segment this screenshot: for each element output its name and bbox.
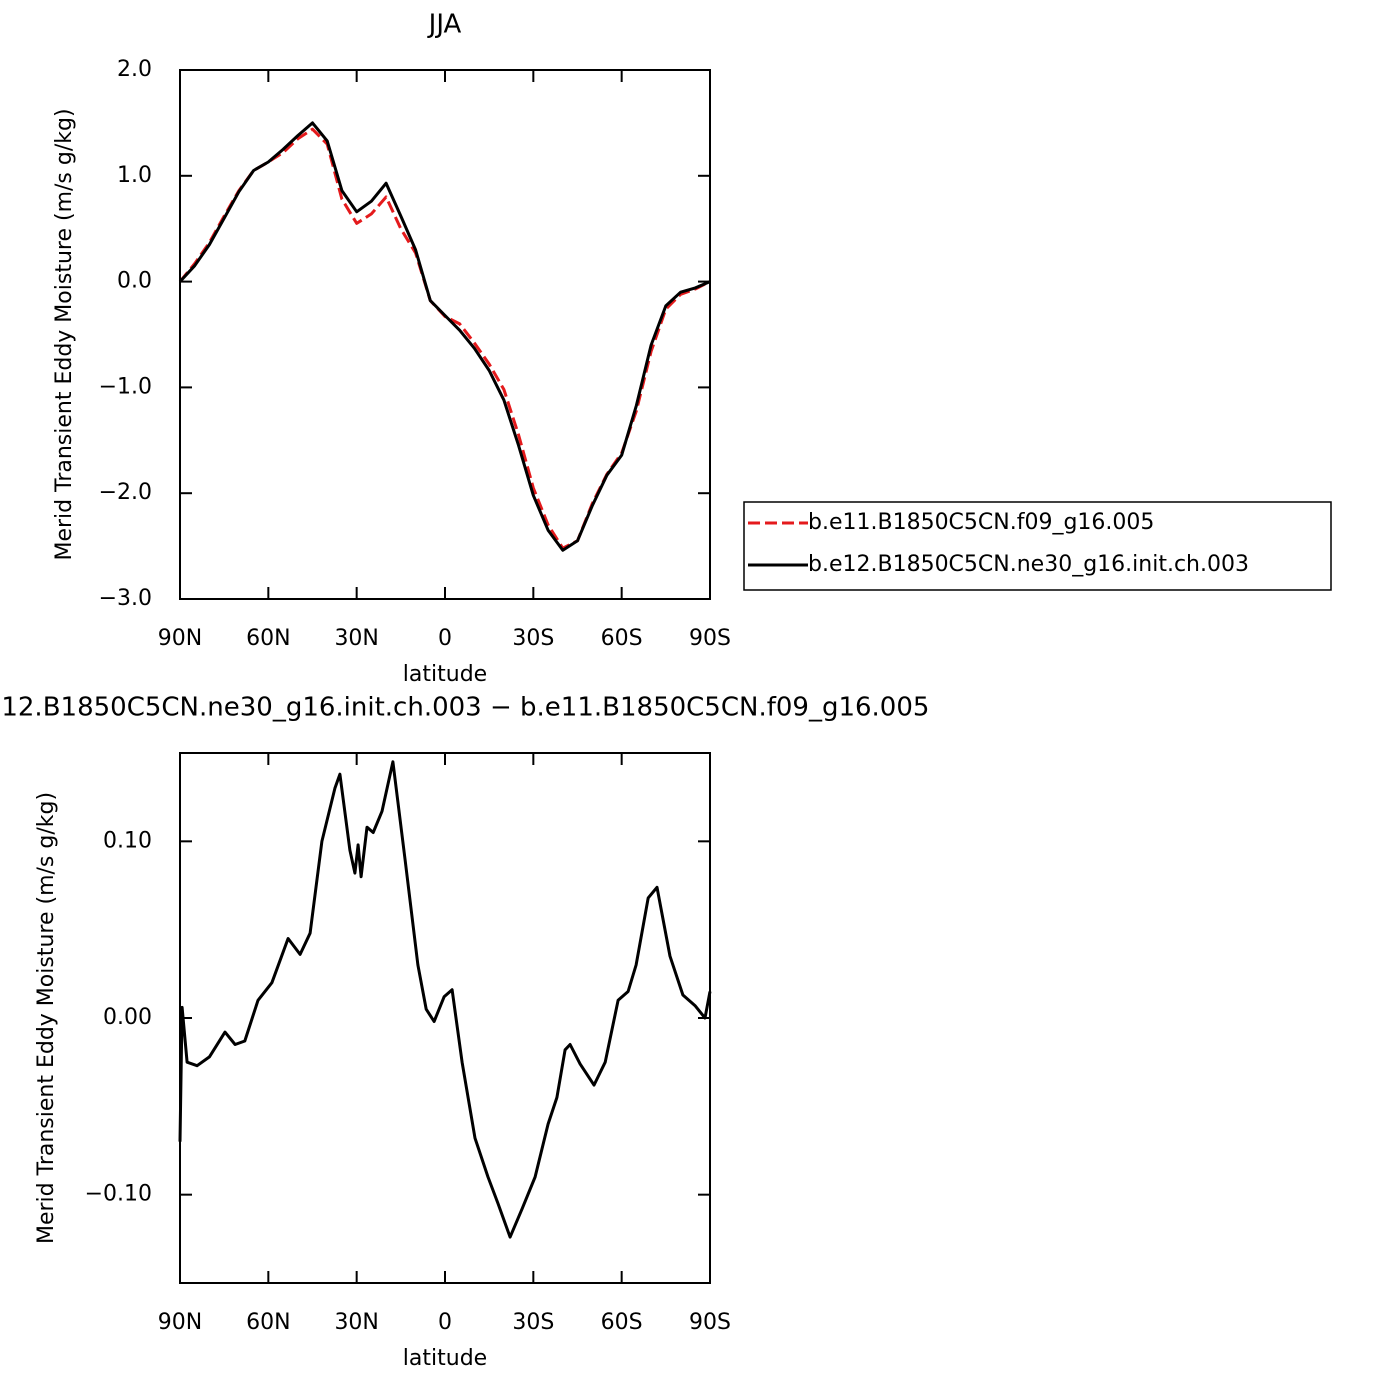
x-tick-label: 30N bbox=[334, 626, 378, 651]
legend-label: b.e12.B1850C5CN.ne30_g16.init.ch.003 bbox=[808, 552, 1249, 577]
legend-box bbox=[743, 501, 1332, 591]
x-tick-label: 90S bbox=[689, 626, 731, 651]
x-tick-label: 60S bbox=[601, 1310, 643, 1335]
x-tick-label: 60N bbox=[246, 1310, 290, 1335]
x-tick-label: 60S bbox=[601, 626, 643, 651]
y-tick-label: 0.0 bbox=[117, 269, 152, 294]
x-tick-label: 90N bbox=[158, 1310, 202, 1335]
y-tick-label: 2.0 bbox=[117, 57, 152, 82]
y-tick-label: −3.0 bbox=[99, 586, 152, 611]
y-axis-label: Merid Transient Eddy Moisture (m/s g/kg) bbox=[34, 792, 59, 1244]
plot-frame bbox=[179, 69, 711, 600]
x-tick-label: 60N bbox=[246, 626, 290, 651]
y-tick-label: −1.0 bbox=[99, 374, 152, 399]
x-tick-label: 30N bbox=[334, 1310, 378, 1335]
y-axis-label: Merid Transient Eddy Moisture (m/s g/kg) bbox=[52, 108, 77, 560]
y-tick-label: −0.10 bbox=[85, 1182, 152, 1207]
legend-label: b.e11.B1850C5CN.f09_g16.005 bbox=[808, 510, 1154, 535]
y-tick-label: 0.10 bbox=[103, 828, 152, 853]
x-tick-label: 30S bbox=[512, 626, 554, 651]
y-tick-label: 0.00 bbox=[103, 1005, 152, 1030]
x-tick-label: 90S bbox=[689, 1310, 731, 1335]
x-tick-label: 90N bbox=[158, 626, 202, 651]
x-tick-label: 0 bbox=[438, 1310, 452, 1335]
x-axis-label: latitude bbox=[403, 662, 487, 687]
chart-title: b.e12.B1850C5CN.ne30_g16.init.ch.003 − b… bbox=[0, 693, 929, 723]
chart-title: JJA bbox=[427, 10, 462, 40]
plot-frame bbox=[179, 752, 711, 1284]
x-tick-label: 30S bbox=[512, 1310, 554, 1335]
y-tick-label: −2.0 bbox=[99, 480, 152, 505]
y-tick-label: 1.0 bbox=[117, 163, 152, 188]
data-line bbox=[178, 127, 711, 550]
x-axis-label: latitude bbox=[403, 1346, 487, 1371]
x-tick-label: 0 bbox=[438, 626, 452, 651]
data-line bbox=[178, 760, 712, 1239]
data-line bbox=[178, 121, 711, 552]
